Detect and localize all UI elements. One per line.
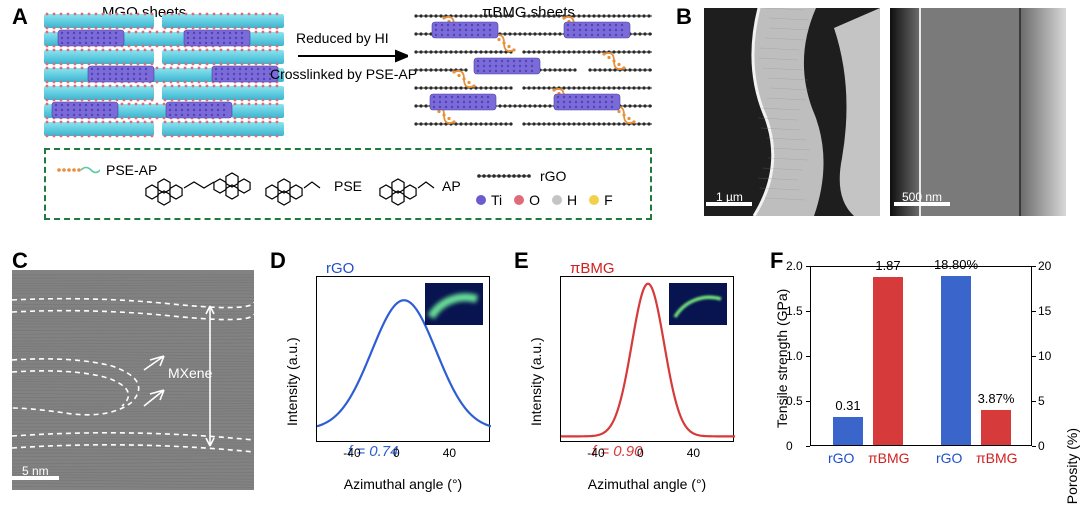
bar-label: 3.87% (971, 391, 1021, 406)
tem-image: MXene 5 nm (12, 270, 254, 490)
ytick-right: 0 (1038, 439, 1045, 453)
plotD-ylabel: Intensity (a.u.) (284, 337, 300, 426)
sem-left-title: rGO (704, 0, 880, 4)
reaction-arrow: Reduced by HI Crosslinked by PSE-AP (298, 48, 408, 69)
plotD-area (316, 276, 490, 442)
bmg-svg (414, 8, 654, 138)
plotD-title: rGO (326, 260, 354, 277)
bar-porosity-πBMG (981, 410, 1011, 445)
legend-rgo-label: rGO (540, 168, 566, 184)
svg-text:MXene: MXene (168, 365, 213, 381)
plotD-xlabel: Azimuthal angle (°) (316, 476, 490, 492)
bar-porosity-rGO (941, 276, 971, 445)
plotE-ylabel: Intensity (a.u.) (528, 337, 544, 426)
xcat: rGO (936, 450, 962, 514)
xtick: -40 (343, 446, 360, 460)
plotE-xlabel: Azimuthal angle (°) (560, 476, 734, 492)
barplot-ylabel-right: Porosity (%) (1064, 428, 1080, 504)
ytick-left: 1.0 (786, 349, 806, 363)
schematic-diagram: Reduced by HI Crosslinked by PSE-AP (44, 8, 654, 146)
ytick-right: 15 (1038, 304, 1051, 318)
atom-Ti: Ti (476, 192, 502, 208)
xcat: πBMG (868, 450, 910, 514)
ytick-right: 20 (1038, 259, 1051, 273)
bar-tensile-rGO (833, 417, 863, 445)
plotD-inset (425, 283, 483, 325)
xcat: πBMG (976, 450, 1018, 514)
bar-label: 1.87 (863, 258, 913, 273)
panel-A: MGO sheets πBMG sheets Reduced by HI Cro… (12, 6, 660, 248)
ytick-left: 1.5 (786, 304, 806, 318)
scalebar-bmg: 500 nm (902, 190, 942, 206)
scalebar-rgo: 1 µm (716, 190, 743, 206)
arrow-top-label: Reduced by HI (296, 30, 389, 46)
ytick-right: 5 (1038, 394, 1045, 408)
legend-pse-label: PSE (334, 178, 362, 194)
bar-label: 0.31 (823, 398, 873, 413)
atom-H: H (552, 192, 577, 208)
atom-O: O (514, 192, 540, 208)
scalebar-tem: 5 nm (22, 464, 49, 480)
sem-rgo: 1 µm (704, 8, 880, 216)
legend-box: PSE-AP PSE AP rGO TiOHF (44, 148, 652, 220)
plotE-title: πBMG (570, 260, 615, 277)
chem-struct-1 (142, 162, 252, 210)
barplot-area: 0.311.8718.80%3.87% (810, 266, 1032, 446)
xtick: 0 (393, 446, 400, 460)
chem-struct-pse (262, 162, 330, 210)
ytick-left: 0.5 (786, 394, 806, 408)
ytick-left: 0 (786, 439, 806, 453)
bar-label: 18.80% (931, 257, 981, 272)
chem-struct-ap (376, 162, 438, 210)
mgo-schematic (44, 8, 284, 138)
bar-tensile-πBMG (873, 277, 903, 445)
ytick-right: 10 (1038, 349, 1051, 363)
panel-D: rGO Intensity (a.u.) Azimuthal angle (°)… (270, 258, 502, 490)
bmg-schematic (414, 8, 654, 138)
xcat: rGO (828, 450, 854, 514)
plotE-area (560, 276, 734, 442)
panel-B: rGO 1 µm πBMG 500 nm (672, 6, 1070, 224)
panel-E: πBMG Intensity (a.u.) Azimuthal angle (°… (514, 258, 746, 490)
panel-C: MXene 5 nm (12, 248, 258, 492)
plotE-inset (669, 283, 727, 325)
xtick: -40 (587, 446, 604, 460)
atom-F: F (589, 192, 613, 208)
sem-right-title: πBMG (890, 0, 1066, 4)
mgo-svg (44, 8, 284, 138)
atom-legend: Ti OHF (476, 192, 613, 208)
xtick: 40 (687, 446, 700, 460)
sem-bmg: 500 nm (890, 8, 1066, 216)
panel-F: 0.311.8718.80%3.87% Tensile strength (GP… (764, 258, 1070, 492)
xtick: 0 (637, 446, 644, 460)
legend-ap-label: AP (442, 178, 461, 194)
legend-rgo: rGO (476, 168, 566, 184)
xtick: 40 (443, 446, 456, 460)
arrow-bottom-label: Crosslinked by PSE-AP (270, 66, 417, 82)
ytick-left: 2.0 (786, 259, 806, 273)
